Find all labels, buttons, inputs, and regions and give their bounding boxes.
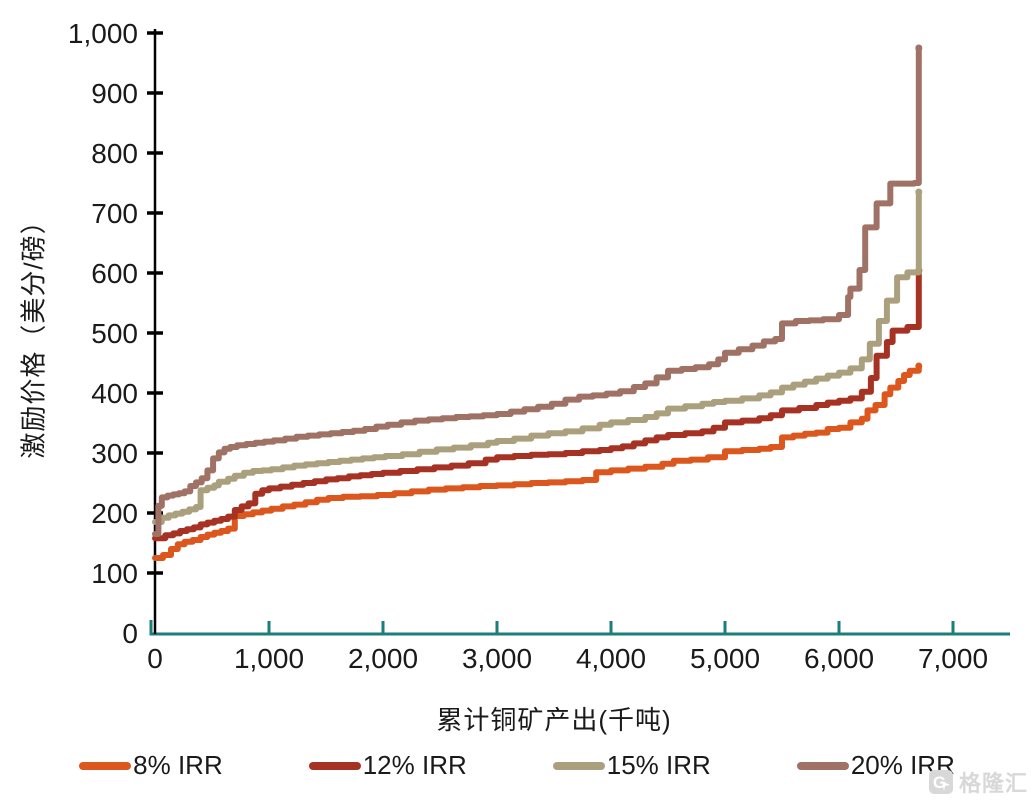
- legend-swatch-20-irr: [796, 761, 849, 770]
- svg-text:700: 700: [91, 198, 138, 229]
- svg-text:900: 900: [91, 78, 138, 109]
- gelonghui-logo-icon: G: [928, 770, 953, 794]
- svg-text:5,000: 5,000: [690, 643, 760, 674]
- svg-text:800: 800: [91, 138, 138, 169]
- legend-swatch-8-irr: [79, 761, 132, 770]
- svg-text:6,000: 6,000: [804, 643, 874, 674]
- svg-text:0: 0: [122, 618, 138, 649]
- svg-text:3,000: 3,000: [462, 643, 532, 674]
- svg-text:300: 300: [91, 438, 138, 469]
- legend: 8% IRR 12% IRR 15% IRR 20% IRR: [0, 750, 1034, 781]
- svg-text:4,000: 4,000: [576, 643, 646, 674]
- legend-swatch-12-irr: [308, 761, 361, 770]
- svg-text:1,000: 1,000: [68, 18, 138, 49]
- legend-label-12-irr: 12% IRR: [362, 750, 467, 780]
- svg-text:500: 500: [91, 318, 138, 349]
- svg-text:7,000: 7,000: [918, 643, 988, 674]
- watermark-text: 格隆汇: [958, 771, 1028, 796]
- legend-label-8-irr: 8% IRR: [133, 750, 223, 780]
- x-axis-title: 累计铜矿产出(千吨): [436, 705, 672, 735]
- legend-item-8-irr: 8% IRR: [79, 750, 223, 781]
- svg-text:0: 0: [147, 643, 163, 674]
- legend-item-15-irr: 15% IRR: [552, 750, 711, 781]
- svg-text:G: G: [933, 773, 947, 792]
- svg-text:600: 600: [91, 258, 138, 289]
- svg-text:400: 400: [91, 378, 138, 409]
- svg-text:2,000: 2,000: [348, 643, 418, 674]
- legend-label-15-irr: 15% IRR: [606, 750, 711, 780]
- legend-swatch-15-irr: [552, 761, 605, 770]
- plot-area: 0 1,000 2,000 3,000 4,000 5,000 6,000 7,000 0 100…: [68, 18, 1010, 674]
- y-axis-title: 激励价格（美分/磅）: [18, 207, 49, 459]
- svg-text:100: 100: [91, 558, 138, 589]
- svg-text:200: 200: [91, 498, 138, 529]
- watermark: G 格隆汇: [928, 766, 1028, 798]
- legend-item-12-irr: 12% IRR: [308, 750, 467, 781]
- svg-text:1,000: 1,000: [234, 643, 304, 674]
